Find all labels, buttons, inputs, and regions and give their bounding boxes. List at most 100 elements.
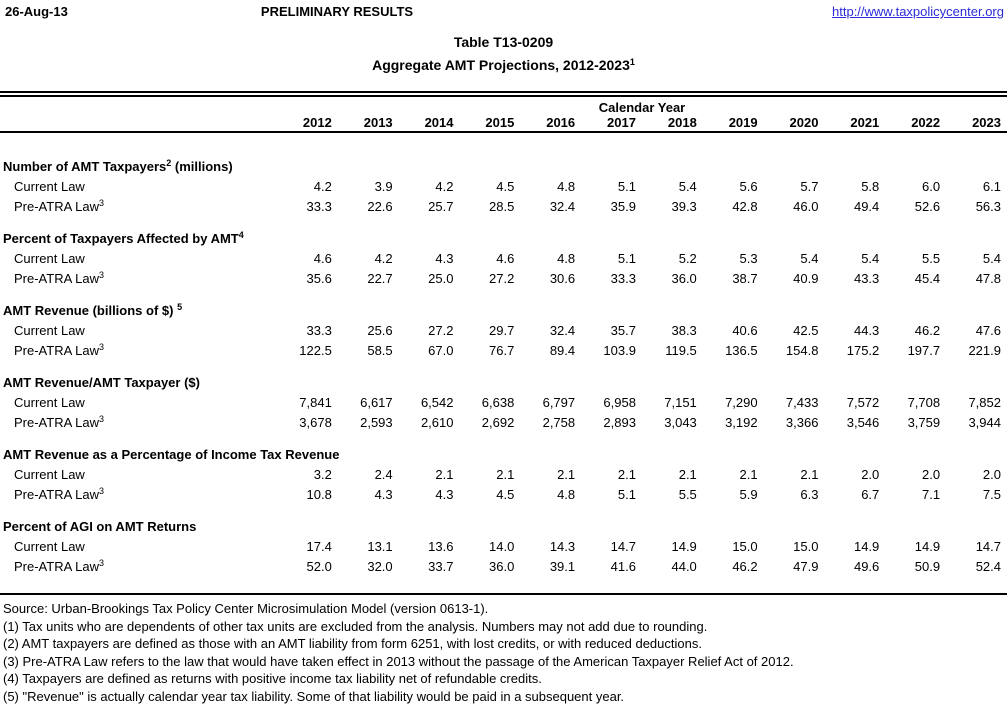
value-cell: 2.4 <box>374 466 393 482</box>
value-cell: 4.6 <box>313 250 332 266</box>
value-cell: 4.5 <box>496 486 515 502</box>
date-label: 26-Aug-13 <box>5 4 68 19</box>
value-cell: 2.0 <box>922 466 941 482</box>
calendar-year-header-row: Calendar Year <box>0 97 1007 115</box>
table-number-title: Table T13-0209 <box>453 34 554 50</box>
value-cell: 35.6 <box>306 270 332 286</box>
value-cell: 136.5 <box>725 342 758 358</box>
value-cell: 15.0 <box>793 538 819 554</box>
value-cell: 6.1 <box>982 178 1001 194</box>
row-label: Current Law <box>14 394 85 410</box>
value-cell: 14.3 <box>549 538 576 554</box>
row-label: Pre-ATRA Law3 <box>14 341 105 358</box>
value-cell: 47.9 <box>793 558 819 574</box>
value-cell: 4.2 <box>374 250 393 266</box>
value-cell: 7,841 <box>299 394 332 410</box>
value-cell: 58.5 <box>367 342 393 358</box>
value-cell: 46.2 <box>914 322 941 338</box>
value-cell: 5.4 <box>678 178 697 194</box>
value-cell: 4.3 <box>435 250 454 266</box>
value-cell: 119.5 <box>665 342 697 358</box>
calendar-year-header: Calendar Year <box>598 100 686 115</box>
value-cell: 2.0 <box>982 466 1001 482</box>
value-cell: 2,593 <box>360 414 393 430</box>
value-cell: 4.3 <box>435 486 454 502</box>
value-cell: 3,546 <box>846 414 880 430</box>
value-cell: 4.8 <box>557 486 576 502</box>
section-header-row: AMT Revenue (billions of $) 5 <box>0 300 1007 320</box>
value-cell: 6,958 <box>603 394 636 410</box>
value-cell: 4.8 <box>557 178 576 194</box>
row-label: Current Law <box>14 250 85 266</box>
row-label: Pre-ATRA Law3 <box>14 485 105 502</box>
value-cell: 89.4 <box>549 342 576 358</box>
year-header-2015: 2015 <box>459 115 521 133</box>
value-cell: 2.1 <box>557 466 576 482</box>
amt-projections-table: Calendar Year 2012 2013 2014 2015 2016 2017 20… <box>0 97 1007 576</box>
row-label: Current Law <box>14 178 85 194</box>
value-cell: 5.1 <box>617 178 636 194</box>
footnote-line: (2) AMT taxpayers are defined as those w… <box>3 636 702 652</box>
value-cell: 49.4 <box>853 198 880 214</box>
value-cell: 32.0 <box>367 558 393 574</box>
value-cell: 5.4 <box>861 250 880 266</box>
value-cell: 5.7 <box>800 178 819 194</box>
value-cell: 2,758 <box>542 414 576 430</box>
empty-corner-cell <box>0 97 277 115</box>
value-cell: 52.0 <box>306 558 332 574</box>
value-cell: 2.1 <box>739 466 758 482</box>
footnote-line: Source: Urban-Brookings Tax Policy Cente… <box>3 601 489 616</box>
value-cell: 10.8 <box>306 486 332 502</box>
value-cell: 6,797 <box>542 394 576 410</box>
value-cell: 7,572 <box>846 394 880 410</box>
value-cell: 29.7 <box>489 322 515 338</box>
section-header-row: AMT Revenue as a Percentage of Income Ta… <box>0 444 1007 464</box>
value-cell: 7.1 <box>922 486 941 502</box>
table-row: Current Law 33.3 25.6 27.2 29.7 32.4 35.7 38.3 4… <box>0 320 1007 340</box>
table-row: Pre-ATRA Law3 33.3 22.6 25.7 28.5 32.4 35.9 39.… <box>0 196 1007 216</box>
year-header-2013: 2013 <box>337 115 399 133</box>
value-cell: 76.7 <box>489 342 515 358</box>
value-cell: 5.3 <box>739 250 758 266</box>
tpc-link[interactable]: http://www.taxpolicycenter.org <box>832 4 1004 19</box>
value-cell: 52.4 <box>975 558 1001 574</box>
year-header-2020: 2020 <box>763 115 825 133</box>
value-cell: 35.7 <box>610 322 636 338</box>
value-cell: 33.3 <box>306 198 332 214</box>
year-header-2018: 2018 <box>641 115 703 133</box>
value-cell: 41.6 <box>610 558 636 574</box>
value-cell: 2.0 <box>861 466 880 482</box>
table-title-footnote-marker: 1 <box>629 57 635 67</box>
value-cell: 7,708 <box>907 394 941 410</box>
value-cell: 30.6 <box>549 270 576 286</box>
value-cell: 4.8 <box>557 250 576 266</box>
table-row: Pre-ATRA Law3 3,678 2,593 2,610 2,692 2,758 2,… <box>0 412 1007 432</box>
value-cell: 154.8 <box>785 342 819 358</box>
value-cell: 3,043 <box>664 414 697 430</box>
value-cell: 22.6 <box>367 198 393 214</box>
value-cell: 33.3 <box>306 322 332 338</box>
section-header-label: Percent of Taxpayers Affected by AMT4 <box>3 229 244 246</box>
value-cell: 42.8 <box>732 198 758 214</box>
value-cell: 27.2 <box>428 322 454 338</box>
value-cell: 40.6 <box>732 322 758 338</box>
footnote-line: (4) Taxpayers are defined as returns wit… <box>3 671 542 687</box>
value-cell: 2,610 <box>420 414 454 430</box>
section-header-row: Percent of AGI on AMT Returns <box>0 516 1007 536</box>
value-cell: 38.3 <box>671 322 697 338</box>
year-header-2012: 2012 <box>277 115 338 133</box>
value-cell: 3,944 <box>968 414 1001 430</box>
value-cell: 36.0 <box>671 270 697 286</box>
footnote-line: (3) Pre-ATRA Law refers to the law that … <box>3 653 794 669</box>
value-cell: 3,366 <box>785 414 819 430</box>
section-header-row: Number of AMT Taxpayers2 (millions) <box>0 156 1007 176</box>
value-cell: 44.0 <box>671 558 697 574</box>
section-header-label: AMT Revenue (billions of $) 5 <box>3 301 183 318</box>
value-cell: 6,638 <box>481 394 515 410</box>
value-cell: 44.3 <box>853 322 880 338</box>
section-spacer <box>0 216 1007 228</box>
row-label: Pre-ATRA Law3 <box>14 557 105 574</box>
value-cell: 14.9 <box>914 538 941 554</box>
value-cell: 14.9 <box>853 538 880 554</box>
value-cell: 32.4 <box>549 322 576 338</box>
